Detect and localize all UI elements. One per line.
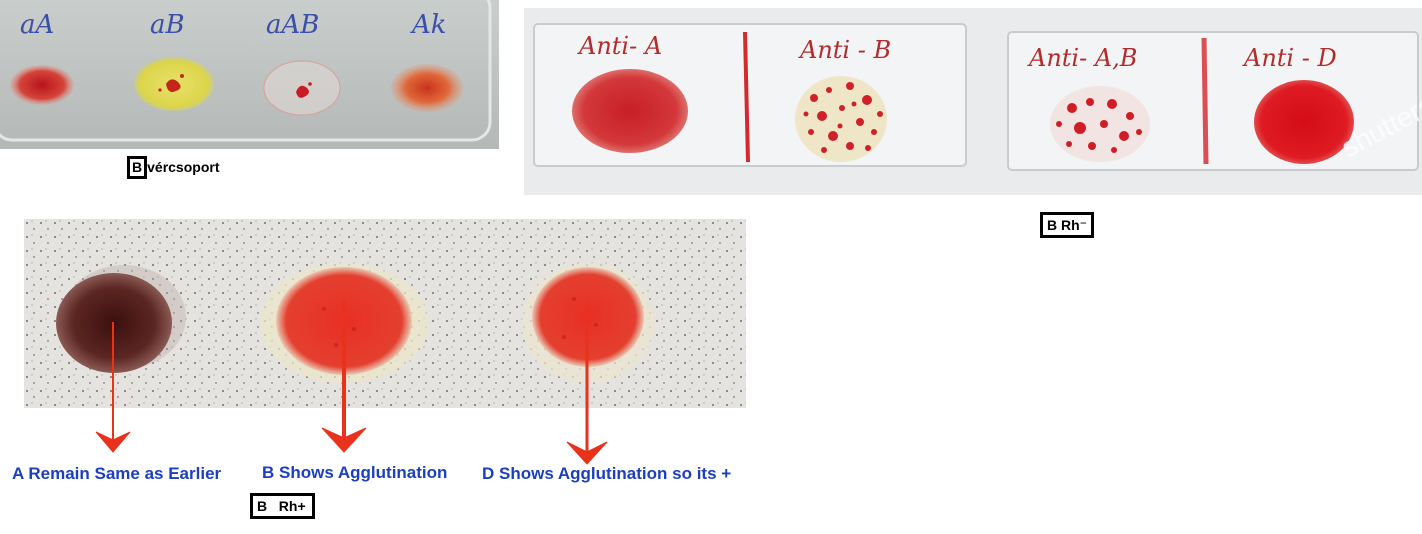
slide-label: aAB [266,10,319,40]
rh-negative-caption: B Rh⁻ [1040,212,1095,238]
result-label-d: D Shows Agglutination so its + [482,464,732,483]
slide-label: aA [20,10,54,40]
result-label-a: A Remain Same as Earlier [12,464,222,483]
slide-label: Anti - D [1242,44,1337,72]
blood-drop [10,65,74,105]
blood-drop [1254,80,1354,164]
caption-text: Rh+ [278,498,306,514]
slide-label: Ak [410,10,447,40]
caption-letter: B [257,498,268,514]
slide-label: aB [150,10,185,40]
slide-label: Anti- A,B [1027,44,1137,72]
blood-typing-slide-photo-2: Anti- A Anti - B Anti- A,B Anti - D shut… [524,8,1422,195]
slide-label: Anti- A [577,32,662,60]
blood-drop [572,69,688,153]
down-arrow-icon [566,441,608,465]
down-arrow-icon [321,427,367,453]
caption-letter-box: B [127,156,148,179]
result-label-b: B Shows Agglutination [262,463,448,482]
down-arrow-icon [95,431,131,453]
blood-drop [391,64,463,112]
rh-positive-caption: B Rh+ [250,493,315,519]
blood-typing-slide-photo-1: aA aB aAB Ak [0,0,499,149]
slide-label: Anti - B [798,36,891,64]
caption-text: vércsoport [147,159,220,175]
